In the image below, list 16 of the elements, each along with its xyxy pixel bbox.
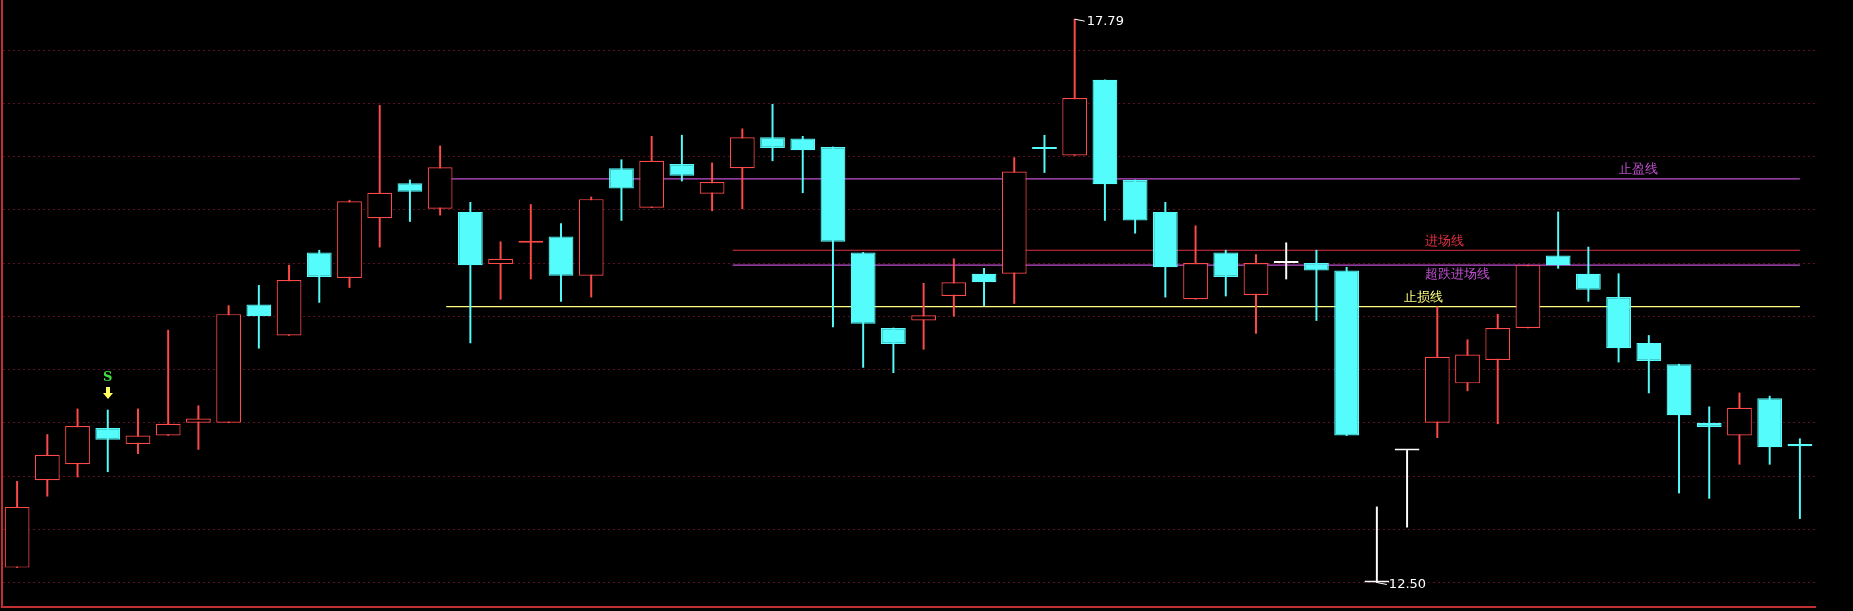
candlestick <box>1273 242 1299 280</box>
candlestick <box>1304 249 1329 321</box>
candlestick <box>1696 406 1722 499</box>
annotation: 17.79 <box>1086 12 1124 28</box>
ref-line-label: 止盈线 <box>1618 161 1658 177</box>
candlestick <box>186 405 211 450</box>
candlestick <box>488 241 513 300</box>
candlestick <box>1032 134 1057 173</box>
ref-line-label: 进场线 <box>1425 232 1465 248</box>
candlestick <box>155 329 181 436</box>
candlestick <box>1787 438 1813 519</box>
ref-line-label: 超跌进场线 <box>1425 265 1491 281</box>
candlestick <box>911 282 936 350</box>
annotation: S <box>103 369 113 385</box>
ref-line-label: 止损线 <box>1404 289 1444 305</box>
annotation: 12.50 <box>1388 575 1427 591</box>
